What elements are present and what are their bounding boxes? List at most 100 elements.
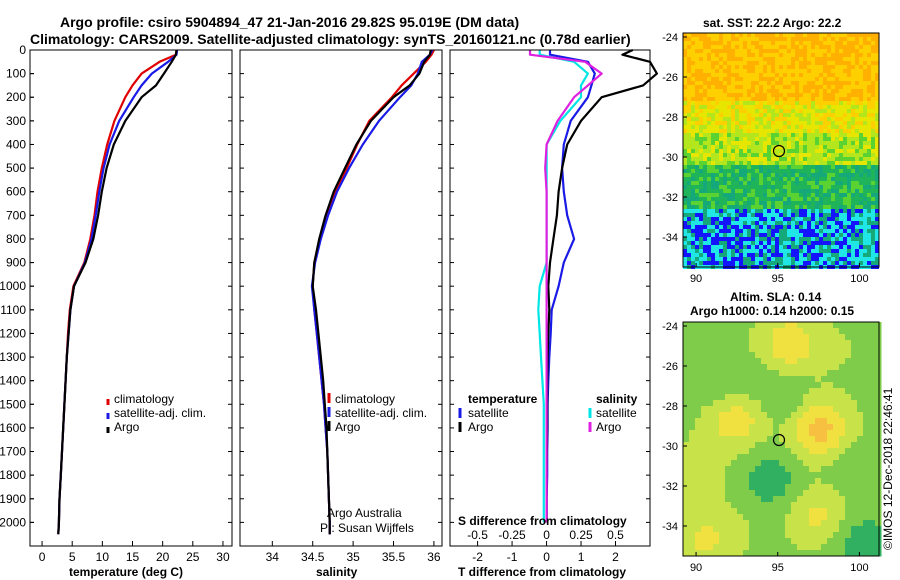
sla-cell	[737, 328, 744, 335]
sst-cell	[835, 181, 839, 185]
sst-cell	[715, 93, 719, 97]
sst-cell	[819, 209, 823, 213]
sst-cell	[707, 93, 711, 97]
sla-cell	[749, 388, 756, 395]
sst-cell	[775, 201, 779, 205]
sst-cell	[803, 53, 807, 57]
sst-cell	[759, 69, 763, 73]
sst-cell	[823, 137, 827, 141]
sst-cell	[875, 241, 879, 245]
sst-cell	[875, 237, 879, 241]
sla-cell	[773, 538, 780, 545]
sst-cell	[739, 117, 743, 121]
sst-cell	[711, 169, 715, 173]
sst-cell	[691, 173, 695, 177]
sla-cell	[803, 478, 810, 485]
sla-cell	[821, 478, 828, 485]
sst-cell	[811, 261, 815, 265]
sla-cell	[869, 382, 876, 389]
sla-cell	[731, 406, 738, 413]
sst-cell	[839, 61, 843, 65]
sst-cell	[843, 257, 847, 261]
sst-cell	[843, 189, 847, 193]
sst-cell	[787, 65, 791, 69]
sla-cell	[743, 508, 750, 515]
sst-cell	[699, 129, 703, 133]
sst-cell	[751, 89, 755, 93]
sst-cell	[703, 241, 707, 245]
sst-cell	[815, 105, 819, 109]
sst-cell	[827, 169, 831, 173]
sst-cell	[795, 209, 799, 213]
sla-cell	[707, 340, 714, 347]
sla-cell	[821, 424, 828, 431]
sst-cell	[875, 157, 879, 161]
sla-cell	[875, 376, 882, 383]
sst-cell	[715, 49, 719, 53]
sst-cell	[815, 109, 819, 113]
sla-cell	[827, 496, 834, 503]
sst-cell	[855, 153, 859, 157]
sst-cell	[699, 105, 703, 109]
sla-cell	[749, 550, 756, 557]
sst-cell	[807, 229, 811, 233]
sst-cell	[755, 237, 759, 241]
sst-cell	[759, 205, 763, 209]
sst-cell	[731, 145, 735, 149]
sst-cell	[791, 133, 795, 137]
sst-cell	[691, 177, 695, 181]
sst-cell	[759, 137, 763, 141]
sst-cell	[687, 41, 691, 45]
sst-cell	[771, 249, 775, 253]
sst-cell	[783, 33, 787, 37]
sst-cell	[847, 169, 851, 173]
sst-cell	[695, 261, 699, 265]
sst-cell	[819, 249, 823, 253]
sst-cell	[851, 185, 855, 189]
sst-cell	[747, 61, 751, 65]
sst-cell	[823, 125, 827, 129]
sla-cell	[737, 382, 744, 389]
sst-cell	[847, 81, 851, 85]
sst-cell	[743, 41, 747, 45]
sst-cell	[707, 141, 711, 145]
sst-cell	[767, 221, 771, 225]
sst-cell	[823, 197, 827, 201]
sst-cell	[823, 141, 827, 145]
sla-cell	[737, 424, 744, 431]
sst-cell	[875, 93, 879, 97]
sst-cell	[743, 217, 747, 221]
sla-cell	[695, 394, 702, 401]
sst-cell	[775, 181, 779, 185]
sst-cell	[783, 105, 787, 109]
sla-cell	[857, 526, 864, 533]
s-diff-tick-label: 0.25	[569, 528, 593, 542]
series-satellite-adj-clim-	[57, 49, 179, 535]
sst-cell	[823, 229, 827, 233]
sst-cell	[851, 77, 855, 81]
sst-cell	[783, 109, 787, 113]
sst-cell	[859, 177, 863, 181]
sst-cell	[739, 77, 743, 81]
sst-cell	[839, 205, 843, 209]
sla-cell	[839, 352, 846, 359]
sst-cell	[771, 189, 775, 193]
sst-cell	[871, 109, 875, 113]
sst-cell	[795, 37, 799, 41]
sst-cell	[699, 181, 703, 185]
sst-cell	[683, 121, 687, 125]
sst-cell	[803, 129, 807, 133]
map-y-tick-label: -24	[662, 321, 678, 333]
sst-cell	[863, 189, 867, 193]
sst-cell	[819, 69, 823, 73]
sst-cell	[683, 133, 687, 137]
sst-cell	[839, 141, 843, 145]
sst-cell	[727, 49, 731, 53]
sla-cell	[755, 328, 762, 335]
sla-cell	[839, 538, 846, 545]
sst-cell	[847, 241, 851, 245]
sst-cell	[763, 73, 767, 77]
sla-cell	[755, 424, 762, 431]
sla-cell	[875, 322, 882, 329]
sst-cell	[775, 141, 779, 145]
